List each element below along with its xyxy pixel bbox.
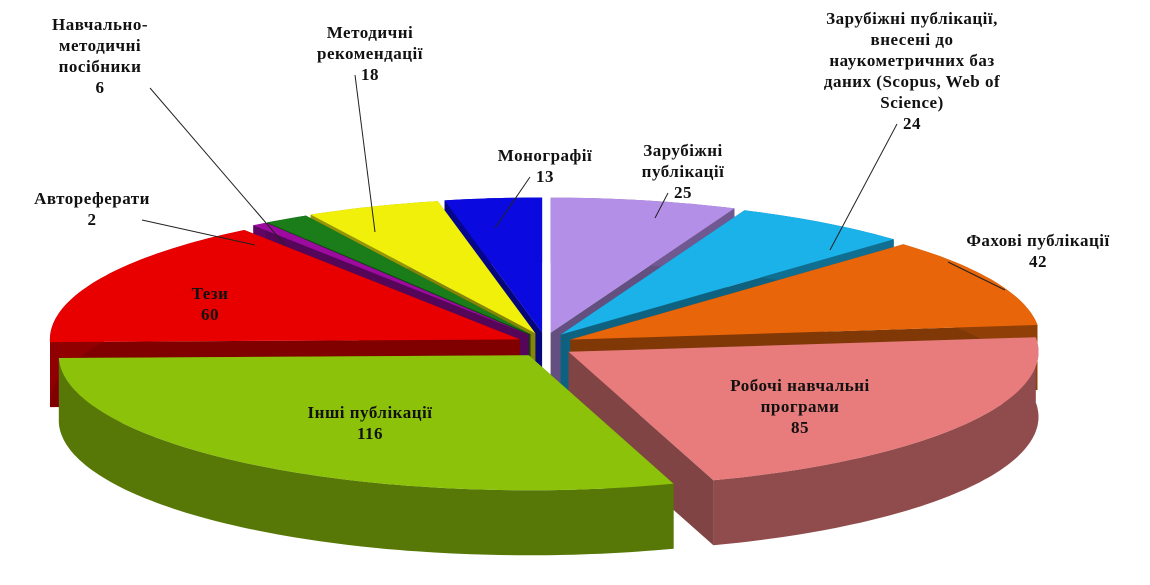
slice-top — [253, 222, 529, 335]
slice-label: Автореферати 2 — [7, 188, 177, 230]
value-label: 18 — [361, 65, 379, 84]
slice-label: Робочі навчальні програми 85 — [700, 375, 900, 438]
category-name: Монографії — [497, 146, 593, 165]
slice-top — [550, 197, 735, 333]
pie-slice — [58, 355, 674, 556]
slice-label: Навчально-методичні посібники 6 — [25, 14, 175, 98]
slice-top — [58, 355, 674, 491]
value-label: 25 — [674, 183, 692, 202]
slice-label: Фахові публікації 42 — [928, 230, 1148, 272]
value-label: 116 — [356, 424, 384, 443]
category-name: Тези — [191, 284, 229, 303]
category-name: Робочі навчальні програми — [730, 376, 870, 416]
slice-top — [49, 230, 520, 343]
category-name: Методичні рекомендації — [316, 23, 423, 63]
leader-line — [149, 87, 286, 246]
slice-top — [570, 244, 1038, 340]
slice-label: Методичні рекомендації 18 — [285, 22, 455, 85]
slice-wall — [568, 351, 714, 546]
pie-slice — [568, 337, 1039, 546]
slice-side — [713, 337, 1039, 546]
value-label: 24 — [903, 114, 921, 133]
slice-label: Зарубіжні публікації, внесені до наукоме… — [822, 8, 1002, 134]
category-name: Автореферати — [34, 189, 150, 208]
slice-label: Зарубіжні публікації 25 — [613, 140, 753, 203]
slice-top — [568, 337, 1039, 481]
value-label: 13 — [536, 167, 554, 186]
leader-line — [654, 192, 669, 219]
slice-label: Тези 60 — [160, 283, 260, 325]
value-label: 85 — [791, 418, 809, 437]
leader-line — [354, 74, 376, 233]
slice-side — [58, 358, 674, 556]
category-name: Інші публікації — [307, 403, 433, 422]
category-name: Зарубіжні публікації, внесені до наукоме… — [823, 9, 1001, 112]
leader-line — [494, 176, 531, 229]
category-name: Фахові публікації — [966, 231, 1110, 250]
leader-line — [947, 261, 1006, 291]
value-label: 42 — [1029, 252, 1047, 271]
leader-line — [829, 123, 898, 251]
slice-top — [560, 210, 894, 335]
value-label: 6 — [95, 78, 105, 97]
category-name: Навчально-методичні посібники — [52, 15, 148, 76]
category-name: Зарубіжні публікації — [641, 141, 725, 181]
value-label: 2 — [87, 210, 97, 229]
slice-top — [310, 201, 536, 334]
slice-top — [267, 215, 531, 335]
slice-label: Інші публікації 116 — [260, 402, 480, 444]
slice-top — [444, 197, 543, 333]
slice-label: Монографії 13 — [470, 145, 620, 187]
value-label: 60 — [201, 305, 219, 324]
leader-line — [141, 219, 256, 246]
